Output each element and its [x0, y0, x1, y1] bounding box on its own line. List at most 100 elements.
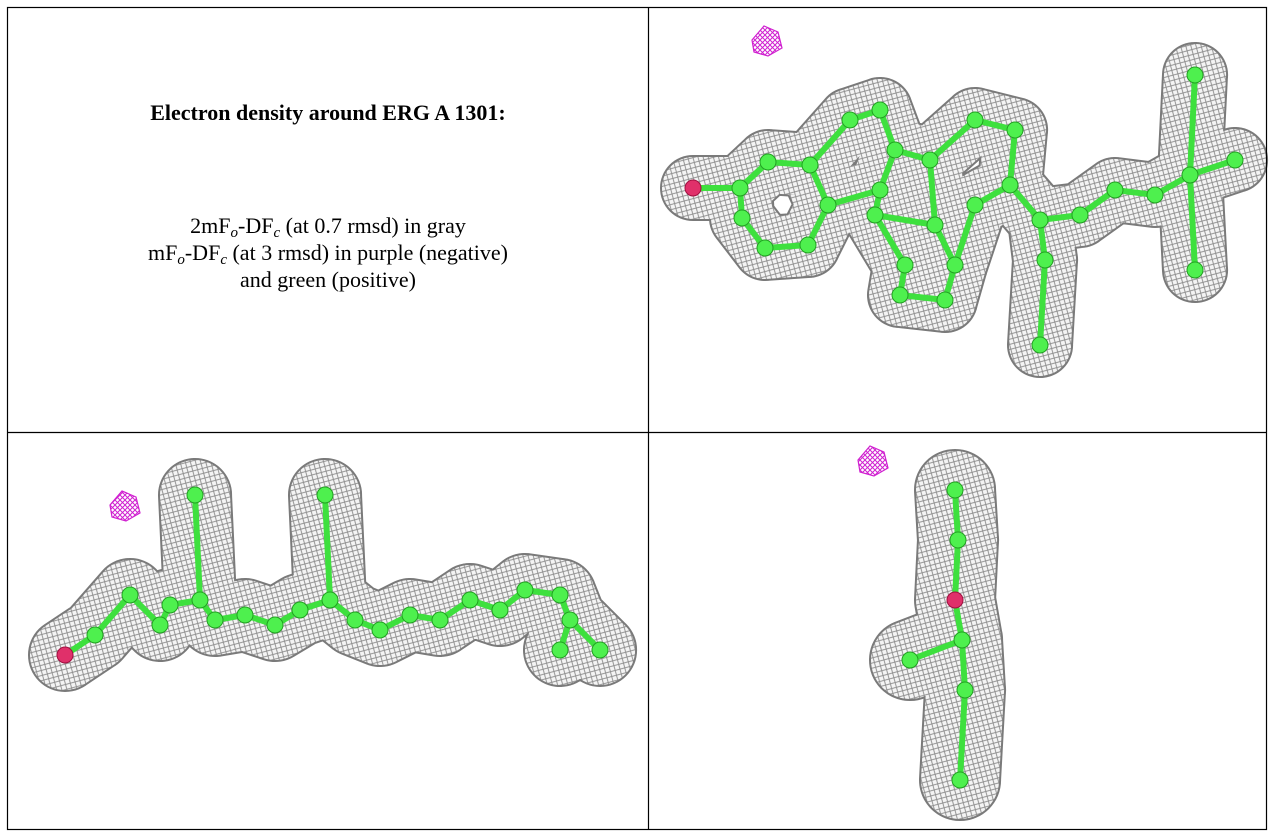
- text: and green (positive): [240, 267, 416, 292]
- bond: [1187, 172, 1198, 273]
- carbon-atom: [401, 606, 419, 624]
- carbon-atom: [891, 286, 909, 304]
- carbon-atom: [491, 601, 509, 619]
- carbon-atom: [936, 291, 954, 309]
- subscript: o: [177, 252, 185, 268]
- carbon-atom: [191, 591, 209, 609]
- carbon-atom: [461, 591, 479, 609]
- carbon-atom: [151, 616, 169, 634]
- subscript: c: [220, 252, 227, 268]
- bond: [907, 637, 965, 663]
- density-panel-top: [660, 25, 1269, 378]
- carbon-atom: [86, 626, 104, 644]
- carbon-atom: [1006, 121, 1024, 139]
- bond: [872, 212, 908, 268]
- carbon-atom: [516, 581, 534, 599]
- bond: [807, 117, 853, 168]
- bond: [192, 492, 203, 603]
- oxygen-atom: [684, 179, 702, 197]
- caption-cell: Electron density around ERG A 1301: 2mFo…: [8, 8, 648, 432]
- carbon-atom: [871, 101, 889, 119]
- carbon-atom: [291, 601, 309, 619]
- text: -DF: [238, 213, 274, 238]
- carbon-atom: [1181, 166, 1199, 184]
- carbon-atom: [121, 586, 139, 604]
- carbon-atom: [431, 611, 449, 629]
- carbon-atom: [759, 153, 777, 171]
- carbon-atom: [901, 651, 919, 669]
- carbon-atom: [1001, 176, 1019, 194]
- text: -DF: [184, 240, 221, 265]
- bond: [927, 157, 938, 228]
- carbon-atom: [819, 196, 837, 214]
- carbon-atom: [1186, 66, 1204, 84]
- mesh: [30, 460, 636, 690]
- carbon-atom: [946, 256, 964, 274]
- caption-line: mFo-DFc (at 3 rmsd) in purple (negative): [8, 239, 648, 268]
- carbon-atom: [866, 206, 884, 224]
- carbon-atom: [1071, 206, 1089, 224]
- carbon-atom: [161, 596, 179, 614]
- text: (at 3 rmsd) in purple (negative): [226, 240, 508, 265]
- bond: [92, 592, 133, 638]
- bond: [927, 117, 978, 163]
- carbon-atom: [236, 606, 254, 624]
- bond: [872, 212, 938, 228]
- carbon-atom: [321, 591, 339, 609]
- carbon-atom: [841, 111, 859, 129]
- bond: [322, 492, 333, 603]
- caption-title: Electron density around ERG A 1301:: [150, 100, 506, 125]
- bond: [952, 537, 961, 603]
- carbon-atom: [949, 531, 967, 549]
- carbon-atom: [966, 196, 984, 214]
- caption-line: 2mFo-DFc (at 0.7 rmsd) in gray: [8, 212, 648, 241]
- caption-line: and green (positive): [8, 266, 648, 293]
- oxygen-atom: [56, 646, 74, 664]
- carbon-atom: [266, 616, 284, 634]
- carbon-atom: [206, 611, 224, 629]
- carbon-atom: [1031, 336, 1049, 354]
- bond: [1007, 127, 1018, 188]
- carbon-atom: [733, 209, 751, 227]
- difference-density: [751, 25, 783, 57]
- carbon-atom: [926, 216, 944, 234]
- bond: [1187, 72, 1198, 178]
- bond: [957, 687, 968, 783]
- carbon-atom: [966, 111, 984, 129]
- carbon-atom: [871, 181, 889, 199]
- carbon-atom: [1031, 211, 1049, 229]
- carbon-atom: [551, 586, 569, 604]
- density-panel-side: [28, 458, 638, 692]
- carbon-atom: [1186, 261, 1204, 279]
- carbon-atom: [1036, 251, 1054, 269]
- subscript: c: [273, 225, 281, 241]
- bond: [1037, 257, 1048, 348]
- carbon-atom: [591, 641, 609, 659]
- bond: [952, 202, 978, 268]
- text: mF: [148, 240, 178, 265]
- carbon-atom: [561, 611, 579, 629]
- oxygen-atom: [946, 591, 964, 609]
- carbon-atom: [801, 156, 819, 174]
- carbon-atom: [731, 179, 749, 197]
- difference-density: [857, 445, 889, 477]
- density-panel-end: [857, 445, 1007, 821]
- carbon-atom: [921, 151, 939, 169]
- caption-lines: 2mFo-DFc (at 0.7 rmsd) in gray mFo-DFc (…: [8, 212, 648, 293]
- table-grid: [6, 6, 1268, 831]
- carbon-atom: [346, 611, 364, 629]
- carbon-atom: [1106, 181, 1124, 199]
- carbon-atom: [371, 621, 389, 639]
- mesh: [662, 44, 1267, 376]
- carbon-atom: [186, 486, 204, 504]
- carbon-atom: [946, 481, 964, 499]
- carbon-atom: [896, 256, 914, 274]
- carbon-atom: [956, 681, 974, 699]
- carbon-atom: [951, 771, 969, 789]
- carbon-atom: [799, 236, 817, 254]
- carbon-atom: [756, 239, 774, 257]
- carbon-atom: [316, 486, 334, 504]
- subscript: o: [230, 225, 239, 241]
